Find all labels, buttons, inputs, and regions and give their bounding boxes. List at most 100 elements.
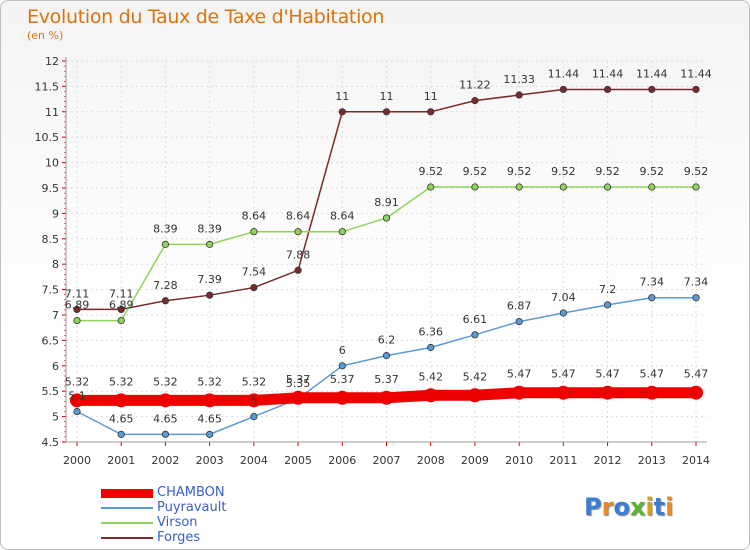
- data-point-chambon: [379, 390, 394, 405]
- x-tick-label: 2003: [196, 454, 224, 467]
- logo-letter: o: [613, 493, 630, 521]
- logo-letter: x: [629, 493, 646, 521]
- data-point-virson: [382, 214, 391, 222]
- chart-subtitle: (en %): [27, 29, 64, 42]
- data-label-forges: 11: [335, 90, 349, 103]
- data-label-chambon: 5.32: [242, 375, 267, 388]
- data-label-chambon: 5.32: [153, 375, 178, 388]
- x-tick-label: 2010: [505, 454, 533, 467]
- data-point-forges: [603, 85, 612, 94]
- data-label-forges: 7.11: [65, 287, 90, 300]
- data-label-puyravault: 5.35: [286, 377, 311, 390]
- data-label-virson: 9.52: [551, 165, 576, 178]
- x-tick-label: 2006: [328, 454, 356, 467]
- data-point-puyravault: [471, 331, 479, 339]
- data-point-forges: [515, 91, 523, 99]
- data-label-forges: 7.39: [197, 273, 222, 286]
- data-label-puyravault: 4.65: [153, 412, 178, 425]
- data-point-virson: [515, 183, 523, 191]
- data-point-puyravault: [515, 318, 523, 326]
- y-tick-label: 8: [52, 258, 59, 271]
- data-label-puyravault: 7.34: [640, 276, 665, 289]
- logo-letter: i: [645, 493, 654, 521]
- data-label-virson: 8.64: [330, 210, 355, 223]
- y-tick-label: 5.5: [42, 385, 60, 398]
- data-label-chambon: 5.32: [197, 375, 222, 388]
- y-tick-label: 9: [52, 207, 59, 220]
- data-label-puyravault: 7.2: [599, 283, 617, 296]
- data-point-forges: [161, 297, 170, 305]
- data-point-chambon: [689, 385, 703, 400]
- data-label-chambon: 5.32: [65, 375, 90, 388]
- data-point-forges: [73, 305, 81, 314]
- data-label-puyravault: 6.87: [507, 300, 532, 313]
- data-label-forges: 11: [380, 90, 394, 103]
- legend-label: CHAMBON: [157, 485, 225, 500]
- data-point-chambon: [158, 393, 173, 408]
- data-label-chambon: 5.47: [684, 368, 709, 381]
- data-point-puyravault: [117, 430, 125, 438]
- y-tick-label: 5: [52, 411, 59, 424]
- data-point-virson: [294, 228, 302, 236]
- x-tick-label: 2014: [682, 454, 710, 467]
- data-label-puyravault: 6.61: [463, 313, 488, 326]
- data-point-virson: [206, 240, 214, 248]
- series-layer: [70, 85, 703, 438]
- x-tick-label: 2004: [240, 454, 268, 467]
- legend-label: Virson: [157, 515, 198, 530]
- data-point-virson: [250, 228, 258, 236]
- data-label-puyravault: 7.04: [551, 291, 576, 304]
- data-label-chambon: 5.47: [640, 368, 665, 381]
- data-point-virson: [338, 228, 346, 236]
- data-label-puyravault: 6: [339, 344, 346, 357]
- data-label-virson: 9.52: [418, 165, 443, 178]
- x-tick-label: 2008: [417, 454, 445, 467]
- data-point-virson: [471, 183, 479, 191]
- y-tick-label: 6: [52, 360, 59, 373]
- y-tick-label: 12: [45, 55, 59, 68]
- data-label-puyravault: 4.65: [109, 412, 134, 425]
- y-tick-label: 4.5: [42, 436, 60, 449]
- data-label-puyravault: 7.34: [684, 276, 709, 289]
- data-point-puyravault: [250, 412, 258, 421]
- data-label-forges: 7.54: [242, 266, 267, 279]
- data-label-forges: 7.11: [109, 287, 134, 300]
- data-label-chambon: 5.32: [109, 375, 134, 388]
- x-tick-label: 2012: [594, 454, 622, 467]
- y-tick-label: 10.5: [35, 131, 60, 144]
- data-point-puyravault: [382, 352, 391, 360]
- data-label-puyravault: 6.36: [418, 326, 443, 339]
- data-point-puyravault: [692, 294, 700, 302]
- data-label-forges: 11.33: [503, 73, 535, 86]
- legend-swatch: [101, 522, 153, 524]
- data-point-forges: [250, 283, 258, 292]
- logo-letter: i: [665, 493, 674, 521]
- data-label-virson: 6.89: [65, 299, 90, 312]
- data-label-forges: 11.44: [592, 67, 624, 80]
- data-point-forges: [117, 305, 125, 314]
- data-point-puyravault: [161, 430, 170, 438]
- chart-title: Evolution du Taux de Taxe d'Habitation: [27, 6, 385, 28]
- data-point-forges: [427, 108, 435, 116]
- x-tick-label: 2000: [63, 454, 91, 467]
- data-point-puyravault: [206, 430, 214, 438]
- data-label-chambon: 5.37: [286, 373, 311, 386]
- data-point-chambon: [291, 390, 306, 405]
- data-point-chambon: [335, 390, 350, 405]
- legend-swatch: [101, 537, 153, 539]
- y-tick-label: 9.5: [42, 182, 60, 195]
- legend-swatch: [101, 507, 153, 509]
- data-point-chambon: [512, 385, 527, 400]
- data-point-puyravault: [559, 309, 567, 317]
- proxiti-logo: Proxiti: [584, 493, 673, 521]
- y-tick-label: 7: [52, 309, 59, 322]
- data-point-puyravault: [427, 343, 435, 352]
- y-tick-label: 11.5: [35, 80, 60, 93]
- y-tick-label: 8.5: [42, 233, 60, 246]
- data-point-forges: [559, 85, 567, 94]
- data-label-forges: 11.22: [459, 79, 491, 92]
- y-tick-label: 10: [45, 157, 59, 170]
- data-label-chambon: 5.47: [595, 368, 620, 381]
